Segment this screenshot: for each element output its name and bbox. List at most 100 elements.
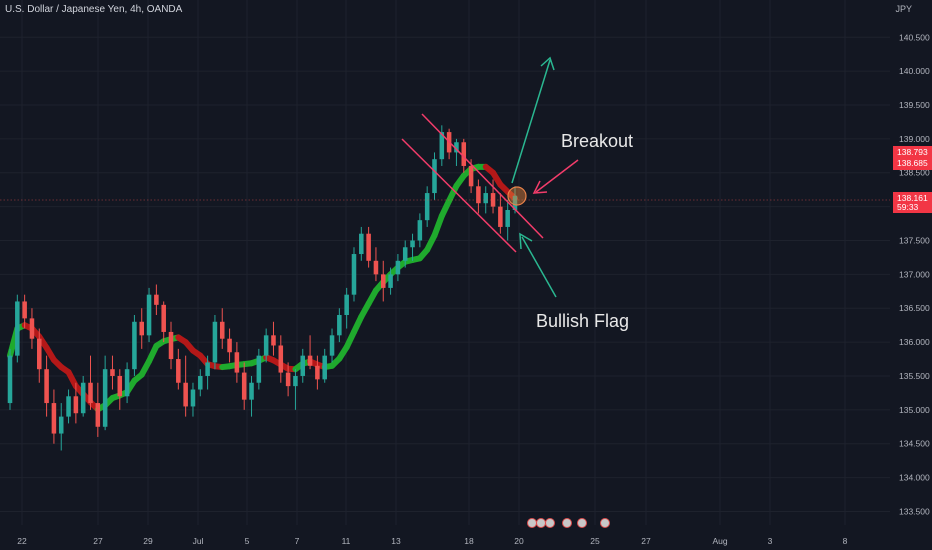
candle[interactable] xyxy=(454,138,459,166)
candle[interactable] xyxy=(300,348,306,383)
candle[interactable] xyxy=(58,403,64,451)
candle[interactable] xyxy=(439,125,445,166)
time-tick-label: 5 xyxy=(245,536,250,546)
candle[interactable] xyxy=(483,186,488,214)
candle[interactable] xyxy=(322,348,327,383)
candle[interactable] xyxy=(505,199,510,241)
candle[interactable] xyxy=(432,152,437,200)
candle[interactable] xyxy=(366,226,371,268)
candle[interactable] xyxy=(256,348,262,390)
candle[interactable] xyxy=(351,247,357,302)
time-tick-label: 25 xyxy=(590,536,600,546)
candle[interactable] xyxy=(293,369,298,410)
candle[interactable] xyxy=(417,213,423,248)
candle[interactable] xyxy=(183,355,188,417)
flag-upper-line xyxy=(421,113,544,239)
candle[interactable] xyxy=(139,308,145,349)
time-axis: 22 27 29 Jul 5 7 11 13 18 20 25 27 Aug 3 8 xyxy=(17,536,847,546)
candle[interactable] xyxy=(359,226,364,261)
candle[interactable] xyxy=(249,375,254,417)
candle[interactable] xyxy=(476,179,481,214)
candle[interactable] xyxy=(161,301,166,343)
svg-text:59:33: 59:33 xyxy=(897,202,919,212)
candle[interactable] xyxy=(227,328,232,363)
candle[interactable] xyxy=(198,369,203,397)
bullish-flag-label: Bullish Flag xyxy=(536,311,629,331)
candle[interactable] xyxy=(271,321,276,356)
time-tick-label: 3 xyxy=(768,536,773,546)
price-tick-label: 137.500 xyxy=(899,235,930,245)
candle[interactable] xyxy=(117,369,123,410)
breakout-point-marker xyxy=(507,186,527,206)
candle[interactable] xyxy=(51,389,57,444)
candle[interactable] xyxy=(73,382,79,424)
time-tick-label: 20 xyxy=(514,536,524,546)
candle[interactable] xyxy=(410,233,415,261)
breakout-target-arrow xyxy=(511,59,551,184)
time-tick-label: 11 xyxy=(342,536,351,546)
svg-text:138.685: 138.685 xyxy=(897,158,928,168)
candle[interactable] xyxy=(132,315,137,376)
candle[interactable] xyxy=(37,328,42,383)
candle[interactable] xyxy=(402,240,408,268)
candle[interactable] xyxy=(424,186,430,227)
candle[interactable] xyxy=(146,287,152,343)
candle[interactable] xyxy=(307,335,313,370)
candle[interactable] xyxy=(110,355,115,390)
candle[interactable] xyxy=(176,348,181,390)
candle[interactable] xyxy=(80,375,86,417)
price-tick-label: 140.500 xyxy=(899,32,930,42)
candle[interactable] xyxy=(22,294,27,329)
candle[interactable] xyxy=(315,355,320,390)
candle[interactable] xyxy=(344,287,349,329)
time-tick-label: 13 xyxy=(391,536,401,546)
flag-arrowhead xyxy=(519,232,533,250)
candle[interactable] xyxy=(212,315,218,370)
candle[interactable] xyxy=(388,267,393,295)
svg-text:138.161: 138.161 xyxy=(897,193,928,203)
moving-average-ribbon xyxy=(7,163,518,413)
time-tick-label: 7 xyxy=(295,536,300,546)
candle[interactable] xyxy=(380,260,386,302)
price-tick-label: 134.000 xyxy=(899,473,930,483)
candle[interactable] xyxy=(88,355,93,410)
events-markers[interactable] xyxy=(527,518,610,528)
candle[interactable] xyxy=(278,335,284,383)
flag-lower-line xyxy=(401,138,517,253)
candle[interactable] xyxy=(285,362,291,397)
breakout-arrowhead xyxy=(532,180,548,194)
candle[interactable] xyxy=(44,355,49,417)
candle[interactable] xyxy=(219,308,225,349)
currency-label: JPY xyxy=(895,4,912,14)
candle[interactable] xyxy=(154,284,159,315)
candle[interactable] xyxy=(241,362,247,410)
candle[interactable] xyxy=(395,254,401,282)
time-tick-label: 22 xyxy=(17,536,27,546)
candle[interactable] xyxy=(234,342,240,383)
candle[interactable] xyxy=(329,328,335,363)
candle[interactable] xyxy=(7,348,13,410)
candle[interactable] xyxy=(498,193,503,234)
candle[interactable] xyxy=(337,308,342,343)
candle[interactable] xyxy=(15,294,20,363)
price-tick-label: 135.500 xyxy=(899,371,930,381)
candle[interactable] xyxy=(95,382,101,437)
time-tick-label: Jul xyxy=(193,536,204,546)
time-tick-label: 29 xyxy=(143,536,153,546)
candle[interactable] xyxy=(168,321,174,370)
candle[interactable] xyxy=(490,179,496,214)
breakout-target-arrowhead xyxy=(540,56,555,71)
candle[interactable] xyxy=(205,355,210,390)
candle[interactable] xyxy=(263,328,269,363)
time-tick-label: 18 xyxy=(464,536,474,546)
candle[interactable] xyxy=(124,362,130,404)
candle[interactable] xyxy=(102,355,108,431)
candle[interactable] xyxy=(29,308,35,349)
symbol-title[interactable]: U.S. Dollar / Japanese Yen, 4h, OANDA xyxy=(5,4,183,15)
candle[interactable] xyxy=(190,382,196,417)
candle[interactable] xyxy=(66,389,71,424)
candles xyxy=(7,125,518,451)
candle[interactable] xyxy=(373,247,379,282)
price-tick-label: 134.500 xyxy=(899,439,930,449)
